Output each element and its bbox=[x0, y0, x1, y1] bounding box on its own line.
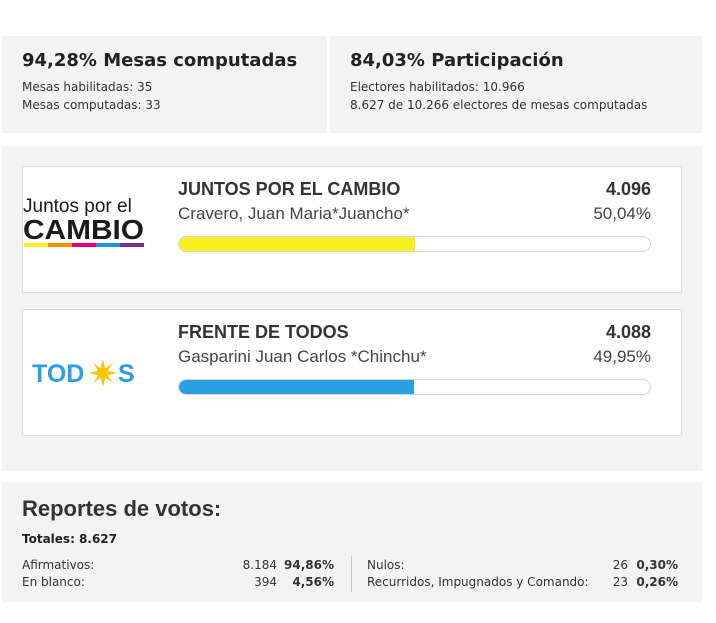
jxc-logo-line1: Juntos por el bbox=[23, 196, 132, 217]
candidate-name: Gasparini Juan Carlos *Chinchu* bbox=[178, 347, 427, 366]
mesas-summary: 94,28% Mesas computadas Mesas habilitada… bbox=[2, 36, 327, 133]
reports-divider bbox=[351, 556, 352, 592]
vote-percent: 49,95% bbox=[593, 347, 651, 366]
party-name: FRENTE DE TODOS bbox=[178, 322, 349, 342]
vote-progress-fill bbox=[179, 237, 415, 251]
jxc-logo: Juntos por el CAMBIO bbox=[23, 167, 158, 292]
report-percent: 0,30% bbox=[636, 558, 678, 572]
report-row-recurridos: Recurridos, Impugnados y Comando: 23 0,2… bbox=[367, 574, 678, 590]
reports-title: Reportes de votos: bbox=[22, 496, 222, 521]
mesas-habilitadas: Mesas habilitadas: 35 bbox=[22, 80, 153, 94]
party-name: JUNTOS POR EL CAMBIO bbox=[178, 179, 401, 199]
report-percent: 94,86% bbox=[284, 558, 334, 572]
vote-count: 4.088 bbox=[605, 322, 651, 342]
candidate-card-fdt: TOD S FRENTE DE TODOS bbox=[22, 309, 682, 436]
report-value: 26 bbox=[612, 558, 628, 572]
candidate-card-jxc: Juntos por el CAMBIO JUNTOS POR EL CAMBI… bbox=[22, 166, 682, 293]
report-value: 23 bbox=[612, 575, 628, 589]
sun-icon bbox=[89, 359, 117, 387]
report-row-nulos: Nulos: 26 0,30% bbox=[367, 557, 678, 573]
report-percent: 4,56% bbox=[292, 575, 334, 589]
report-row-en-blanco: En blanco: 394 4,56% bbox=[22, 574, 334, 590]
reports-totals: Totales: 8.627 bbox=[22, 532, 117, 546]
fdt-logo-text-a: TOD bbox=[32, 360, 84, 388]
report-label: Nulos: bbox=[367, 558, 405, 572]
vote-progress-fill bbox=[179, 380, 415, 394]
vote-progress-bar bbox=[178, 379, 651, 395]
report-label: En blanco: bbox=[22, 575, 85, 589]
report-row-afirmativos: Afirmativos: 8.184 94,86% bbox=[22, 557, 334, 573]
mesas-computadas: Mesas computadas: 33 bbox=[22, 98, 161, 112]
report-label: Afirmativos: bbox=[22, 558, 95, 572]
fdt-logo-text-b: S bbox=[118, 360, 135, 388]
electores-computados: 8.627 de 10.266 electores de mesas compu… bbox=[350, 98, 648, 112]
report-value: 8.184 bbox=[242, 558, 277, 572]
mesas-title: 94,28% Mesas computadas bbox=[22, 50, 298, 71]
vote-count: 4.096 bbox=[605, 179, 651, 199]
report-label: Recurridos, Impugnados y Comando: bbox=[367, 575, 589, 589]
electores-habilitados: Electores habilitados: 10.966 bbox=[350, 80, 525, 94]
candidate-name: Cravero, Juan Maria*Juancho* bbox=[178, 204, 410, 223]
report-percent: 0,26% bbox=[636, 575, 678, 589]
participacion-title: 84,03% Participación bbox=[350, 50, 564, 71]
vote-progress-bar bbox=[178, 236, 651, 252]
participacion-summary: 84,03% Participación Electores habilitad… bbox=[330, 36, 702, 133]
fdt-logo: TOD S bbox=[23, 310, 158, 435]
report-value: 394 bbox=[254, 575, 277, 589]
vote-reports: Reportes de votos: Totales: 8.627 Afirma… bbox=[2, 482, 702, 602]
jxc-logo-line2: CAMBIO bbox=[23, 214, 144, 245]
results-panel: Juntos por el CAMBIO JUNTOS POR EL CAMBI… bbox=[2, 146, 702, 471]
vote-percent: 50,04% bbox=[593, 204, 651, 223]
